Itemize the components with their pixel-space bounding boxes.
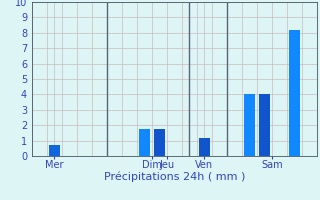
Bar <box>49 145 60 156</box>
Bar <box>199 138 210 156</box>
Bar <box>154 129 165 156</box>
Bar <box>244 94 255 156</box>
X-axis label: Précipitations 24h ( mm ): Précipitations 24h ( mm ) <box>104 172 245 182</box>
Bar <box>289 30 300 156</box>
Bar <box>139 129 150 156</box>
Bar <box>259 94 269 156</box>
